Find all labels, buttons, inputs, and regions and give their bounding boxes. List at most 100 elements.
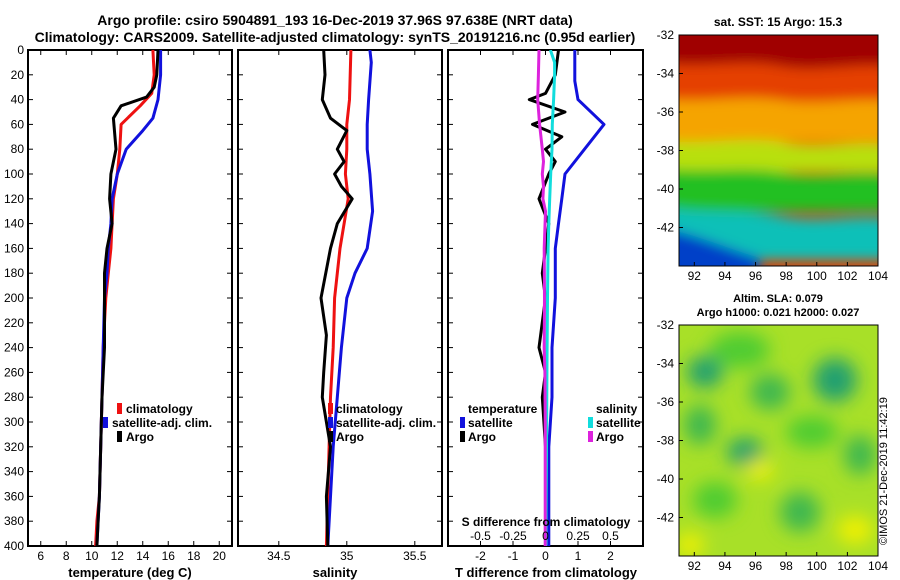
map-x-tick-label: 102 — [837, 559, 857, 573]
x-tick-label: 35 — [340, 549, 354, 563]
legend-swatch-climatology — [117, 403, 122, 414]
map-y-tick-label: -34 — [657, 67, 675, 81]
salinity-series — [319, 50, 375, 546]
difference-axis-ticks: -2 -1 0 1 2 — [448, 49, 643, 563]
s-difference-label: S difference from climatology — [462, 515, 631, 529]
difference-legend: temperature satellite Argo salinity sate… — [460, 402, 641, 444]
map-y-tick-label: -38 — [657, 434, 675, 448]
x-tick-label: -1 — [508, 549, 519, 563]
depth-tick-label: 60 — [11, 117, 25, 131]
map-y-tick-label: -32 — [657, 318, 675, 332]
depth-tick-label: 120 — [4, 192, 24, 206]
map-y-tick-label: -42 — [657, 511, 675, 525]
difference-series — [527, 50, 606, 546]
sla-field — [679, 325, 878, 556]
map-x-tick-label: 102 — [837, 269, 857, 283]
map-y-tick-label: -40 — [657, 472, 675, 486]
map-y-tick-label: -36 — [657, 395, 675, 409]
series-line-temperature-satellite — [547, 50, 606, 546]
temperature-axes-frame — [27, 49, 233, 547]
legend-label-temp-argo: Argo — [468, 430, 496, 444]
map-x-tick-label: 94 — [718, 269, 732, 283]
sla-map-title-line1: Altim. SLA: 0.079 — [733, 293, 823, 305]
x-tick-label: 18 — [187, 549, 201, 563]
x-tick-label: 8 — [63, 549, 70, 563]
sst-band-green — [679, 169, 878, 212]
legend-label-satellite: satellite-adj. clim. — [336, 416, 436, 430]
depth-tick-label: 400 — [4, 539, 24, 553]
map-y-tick-label: -40 — [657, 182, 675, 196]
map-x-tick-label: 96 — [749, 559, 763, 573]
temperature-series — [94, 50, 163, 546]
depth-tick-label: 340 — [4, 465, 24, 479]
map-x-tick-label: 100 — [807, 269, 827, 283]
depth-tick-label: 300 — [4, 415, 24, 429]
sst-field — [679, 35, 878, 266]
map-x-tick-label: 100 — [807, 559, 827, 573]
s-diff-tick-label: 0.5 — [602, 529, 619, 543]
legend-title-salinity: salinity — [596, 402, 638, 416]
legend-swatch-satellite — [103, 417, 108, 428]
map-x-tick-label: 92 — [688, 269, 702, 283]
sst-band-orange — [679, 63, 878, 100]
depth-tick-label: 380 — [4, 514, 24, 528]
sla-blob — [710, 332, 770, 368]
sla-blob — [727, 438, 763, 466]
depth-tick-label: 40 — [11, 93, 25, 107]
temperature-x-axis: 6 8 10 12 14 16 18 20 — [28, 49, 232, 563]
depth-tick-label: 200 — [4, 291, 24, 305]
depth-tick-label: 220 — [4, 316, 24, 330]
x-tick-label: 0 — [542, 549, 549, 563]
s-diff-tick-label: -0.25 — [499, 529, 527, 543]
legend-swatch-satellite — [328, 417, 333, 428]
legend-label-climatology: climatology — [126, 402, 193, 416]
legend-title-temperature: temperature — [468, 402, 538, 416]
temperature-panel: 0 20 40 60 80 100 120 140 160 180 200 220 240 260 280 3… — [4, 43, 233, 580]
map-y-tick-label: -36 — [657, 105, 675, 119]
x-tick-label: 14 — [136, 549, 150, 563]
map-x-tick-label: 92 — [688, 559, 702, 573]
depth-tick-label: 320 — [4, 440, 24, 454]
x-tick-label: 2 — [607, 549, 614, 563]
depth-tick-label: 360 — [4, 489, 24, 503]
map-y-tick-label: -42 — [657, 221, 675, 235]
legend-label-argo: Argo — [336, 430, 364, 444]
x-tick-label: -2 — [475, 549, 486, 563]
salinity-legend: climatology satellite-adj. clim. Argo — [328, 402, 436, 444]
depth-axis: 0 20 40 60 80 100 120 140 160 180 200 220 240 260 280 3… — [4, 43, 24, 553]
series-line-argo — [319, 50, 354, 546]
sla-blob — [693, 482, 737, 518]
map-x-tick-label: 94 — [718, 559, 732, 573]
depth-tick-label: 260 — [4, 365, 24, 379]
legend-swatch-temp-satellite — [460, 417, 465, 428]
sla-blob — [684, 405, 716, 445]
series-line-argo — [95, 50, 160, 546]
legend-label-climatology: climatology — [336, 402, 403, 416]
s-diff-tick-label: 0 — [542, 529, 549, 543]
legend-label-sal-satellite: satellite — [596, 416, 641, 430]
sst-map-axes: 92 94 96 98 100 102 104 -32 -34 -36 -38 -40 -42 — [657, 28, 889, 283]
depth-tick-label: 280 — [4, 390, 24, 404]
sla-blob — [780, 492, 820, 532]
sla-blob — [813, 358, 857, 402]
sla-map-title-line2: Argo h1000: 0.021 h2000: 0.027 — [697, 307, 860, 319]
legend-swatch-argo — [117, 431, 122, 442]
legend-label-sal-argo: Argo — [596, 430, 624, 444]
sla-map: Altim. SLA: 0.079 Argo h1000: 0.021 h200… — [657, 293, 889, 573]
sla-blob — [679, 533, 704, 556]
map-x-tick-label: 104 — [868, 269, 888, 283]
difference-panel: -2 -1 0 1 2 S difference from climatology -0… — [447, 49, 644, 580]
depth-tick-label: 180 — [4, 266, 24, 280]
map-y-tick-label: -34 — [657, 357, 675, 371]
figure-title-line1: Argo profile: csiro 5904891_193 16-Dec-2… — [97, 12, 573, 28]
s-difference-ticklabels: -0.5 -0.25 0 0.25 0.5 — [470, 529, 619, 543]
x-tick-label: 34.5 — [267, 549, 291, 563]
salinity-axes-frame — [237, 49, 443, 547]
imos-credit: ©IMOS 21-Dec-2019 11:42:19 — [878, 397, 890, 545]
depth-tick-label: 240 — [4, 341, 24, 355]
s-diff-tick-label: -0.5 — [470, 529, 491, 543]
map-x-tick-label: 104 — [868, 559, 888, 573]
legend-swatch-argo — [328, 431, 333, 442]
